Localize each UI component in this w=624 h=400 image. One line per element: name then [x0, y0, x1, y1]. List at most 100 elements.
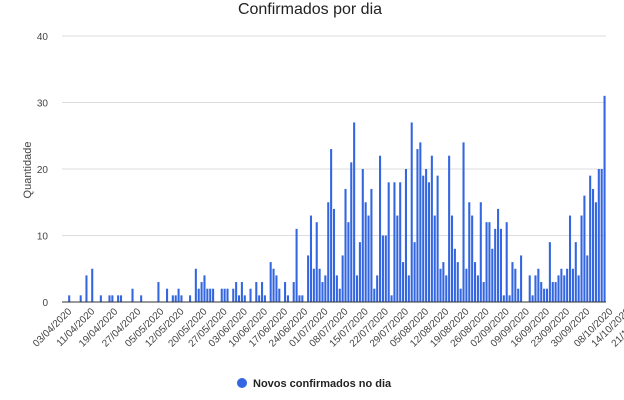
- bar: [298, 295, 301, 302]
- bar: [243, 295, 246, 302]
- bar: [361, 169, 364, 302]
- bar: [344, 188, 347, 302]
- bar: [488, 222, 491, 302]
- chart-title: Confirmados por dia: [238, 1, 382, 18]
- bar: [347, 222, 350, 302]
- x-tick-labels: 03/04/202011/04/202019/04/202027/04/2020…: [31, 306, 624, 349]
- y-tick-label: 40: [37, 32, 49, 43]
- bar: [189, 295, 192, 302]
- bar: [174, 295, 177, 302]
- bar: [422, 175, 425, 302]
- bar: [79, 295, 82, 302]
- bar: [499, 228, 502, 302]
- bar: [68, 295, 71, 302]
- bar: [520, 255, 523, 302]
- bar: [295, 228, 298, 302]
- y-axis-label: Quantidade: [22, 142, 34, 199]
- bar: [508, 295, 511, 302]
- bar: [399, 182, 402, 302]
- bar: [390, 295, 393, 302]
- bar: [327, 202, 330, 302]
- bar: [413, 242, 416, 302]
- y-tick-label: 30: [37, 99, 49, 110]
- bar: [157, 282, 160, 302]
- bar: [131, 288, 134, 302]
- bar: [85, 275, 88, 302]
- bar: [367, 215, 370, 302]
- bar: [307, 255, 310, 302]
- bar: [485, 222, 488, 302]
- bar: [600, 169, 603, 302]
- bar: [592, 188, 595, 302]
- bar: [223, 288, 226, 302]
- bar: [226, 288, 229, 302]
- legend: Novos confirmados no dia: [237, 378, 392, 390]
- bar: [410, 122, 413, 302]
- bar: [468, 202, 471, 302]
- bar: [571, 268, 574, 302]
- bar: [240, 282, 243, 302]
- legend-label: Novos confirmados no dia: [253, 378, 392, 390]
- bar: [272, 268, 275, 302]
- bar: [358, 242, 361, 302]
- bar: [180, 295, 183, 302]
- bar: [312, 268, 315, 302]
- bar: [387, 182, 390, 302]
- bar: [286, 295, 289, 302]
- bar: [459, 288, 462, 302]
- bar: [117, 295, 120, 302]
- bar: [284, 282, 287, 302]
- bar: [517, 288, 520, 302]
- bar: [381, 235, 384, 302]
- bar: [278, 288, 281, 302]
- bars: [68, 95, 606, 302]
- bar: [479, 202, 482, 302]
- bar: [171, 295, 174, 302]
- bar: [548, 242, 551, 302]
- bar: [603, 95, 606, 302]
- bar: [200, 282, 203, 302]
- bar: [491, 248, 494, 302]
- bar: [531, 295, 534, 302]
- bar: [402, 262, 405, 302]
- bar: [261, 282, 264, 302]
- bar: [439, 268, 442, 302]
- bar: [586, 255, 589, 302]
- y-tick-label: 0: [42, 298, 48, 309]
- bar: [543, 288, 546, 302]
- bar: [350, 162, 353, 302]
- bar: [497, 208, 500, 302]
- bar: [594, 202, 597, 302]
- bar: [177, 288, 180, 302]
- bar: [292, 282, 295, 302]
- bar: [456, 262, 459, 302]
- bar: [465, 268, 468, 302]
- bar: [511, 262, 514, 302]
- bar: [332, 208, 336, 302]
- bar: [462, 142, 465, 302]
- bar: [474, 262, 477, 302]
- bar: [563, 275, 566, 302]
- bar: [119, 295, 123, 302]
- bar: [396, 215, 399, 302]
- bar: [482, 282, 485, 302]
- bar: [258, 295, 261, 302]
- y-tick-label: 10: [37, 232, 49, 243]
- bar: [355, 275, 359, 302]
- bar: [419, 142, 422, 302]
- bar: [309, 215, 313, 302]
- bar: [540, 282, 543, 302]
- bar: [166, 288, 169, 302]
- bar: [436, 175, 439, 302]
- bar: [330, 149, 333, 302]
- bar: [255, 282, 258, 302]
- bar: [589, 175, 592, 302]
- bar: [514, 268, 517, 302]
- bar: [557, 275, 560, 302]
- bar: [445, 275, 448, 302]
- bar: [206, 288, 209, 302]
- bar: [554, 282, 557, 302]
- bar: [502, 295, 505, 302]
- bar: [442, 262, 445, 302]
